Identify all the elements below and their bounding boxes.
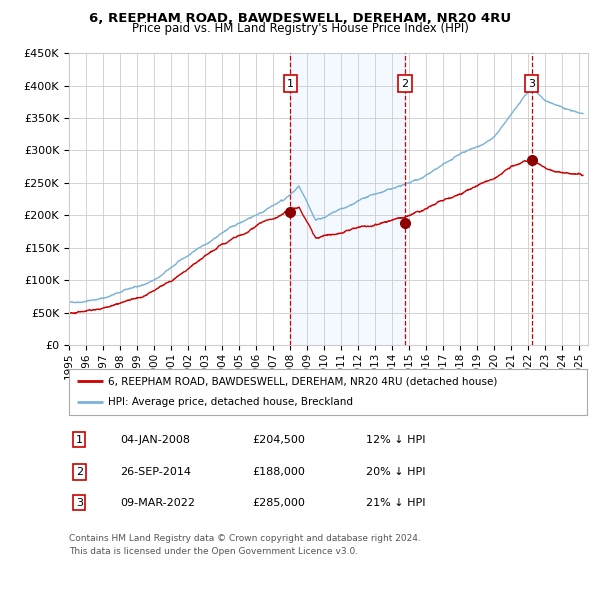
Text: 2: 2 bbox=[76, 467, 83, 477]
Text: 2: 2 bbox=[401, 79, 408, 88]
Text: 6, REEPHAM ROAD, BAWDESWELL, DEREHAM, NR20 4RU (detached house): 6, REEPHAM ROAD, BAWDESWELL, DEREHAM, NR… bbox=[108, 376, 497, 386]
Text: 12% ↓ HPI: 12% ↓ HPI bbox=[366, 435, 425, 444]
Text: 04-JAN-2008: 04-JAN-2008 bbox=[120, 435, 190, 444]
Text: £188,000: £188,000 bbox=[252, 467, 305, 477]
Text: £285,000: £285,000 bbox=[252, 498, 305, 507]
Text: This data is licensed under the Open Government Licence v3.0.: This data is licensed under the Open Gov… bbox=[69, 547, 358, 556]
Text: 3: 3 bbox=[528, 79, 535, 88]
Text: Contains HM Land Registry data © Crown copyright and database right 2024.: Contains HM Land Registry data © Crown c… bbox=[69, 534, 421, 543]
Text: 6, REEPHAM ROAD, BAWDESWELL, DEREHAM, NR20 4RU: 6, REEPHAM ROAD, BAWDESWELL, DEREHAM, NR… bbox=[89, 12, 511, 25]
Text: 3: 3 bbox=[76, 498, 83, 507]
Text: 26-SEP-2014: 26-SEP-2014 bbox=[120, 467, 191, 477]
Bar bbox=[290, 53, 405, 345]
Text: Price paid vs. HM Land Registry's House Price Index (HPI): Price paid vs. HM Land Registry's House … bbox=[131, 22, 469, 35]
Text: 20% ↓ HPI: 20% ↓ HPI bbox=[366, 467, 425, 477]
Text: 1: 1 bbox=[76, 435, 83, 444]
Text: 09-MAR-2022: 09-MAR-2022 bbox=[120, 498, 195, 507]
Text: £204,500: £204,500 bbox=[252, 435, 305, 444]
Text: 1: 1 bbox=[287, 79, 294, 88]
Text: 21% ↓ HPI: 21% ↓ HPI bbox=[366, 498, 425, 507]
Text: HPI: Average price, detached house, Breckland: HPI: Average price, detached house, Brec… bbox=[108, 397, 353, 407]
